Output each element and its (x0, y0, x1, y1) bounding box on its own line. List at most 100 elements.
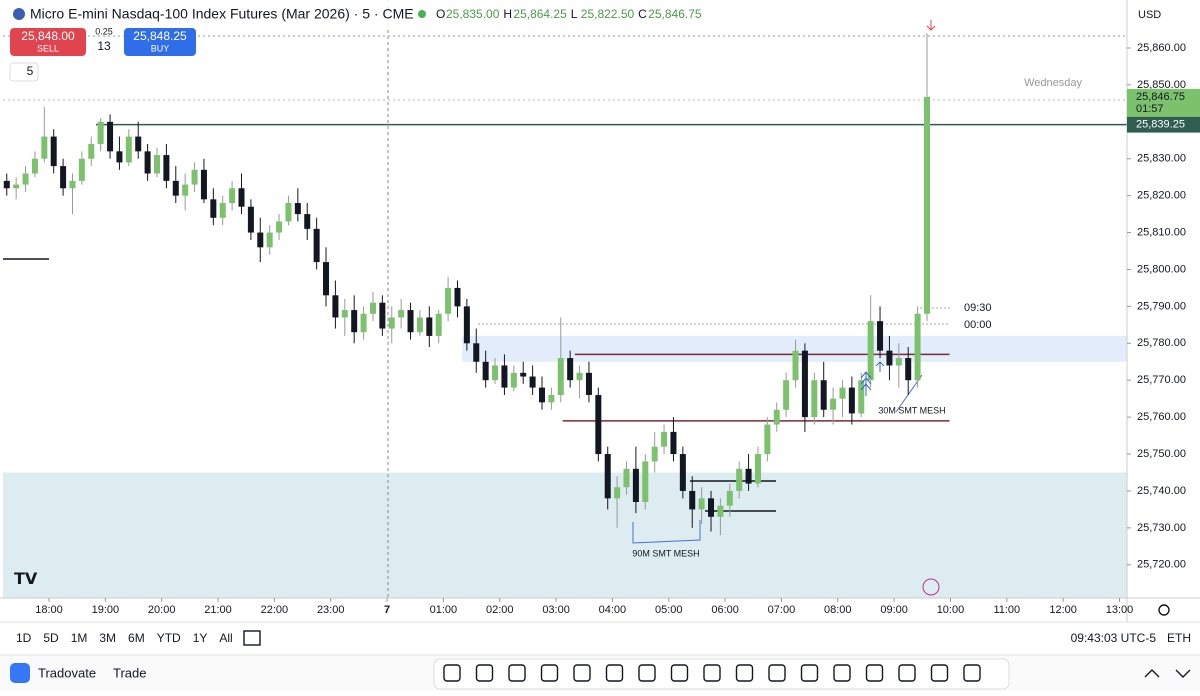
candle-body (567, 358, 574, 381)
window-controls[interactable] (1144, 669, 1191, 678)
range-button[interactable]: 1Y (193, 631, 208, 645)
candle-body (632, 468, 639, 503)
tick-size: 0.25 (95, 26, 113, 36)
drawing-tool[interactable] (703, 664, 721, 682)
ohlc-value: 25,822.50 (581, 7, 635, 21)
y-tick-label: 25,740.00 (1137, 485, 1186, 497)
range-button[interactable]: 6M (128, 631, 145, 645)
drawing-tool[interactable] (768, 664, 786, 682)
y-tick-label: 25,800.00 (1137, 263, 1186, 275)
candle-body (783, 380, 790, 410)
y-tick-label: 25,780.00 (1137, 337, 1186, 349)
buy-label: BUY (151, 43, 170, 53)
x-tick-label: 20:00 (148, 604, 176, 616)
candle-body (839, 387, 846, 399)
logo: 𝗧𝗩 (14, 571, 38, 588)
range-button[interactable]: 1D (16, 631, 32, 645)
range-button[interactable]: 5D (43, 631, 59, 645)
candle-body (341, 310, 348, 318)
drawing-tool[interactable] (670, 664, 689, 682)
candle-body (473, 343, 480, 362)
arrow-icon (926, 20, 936, 31)
candle-body (435, 313, 442, 336)
interval-toggle[interactable] (9, 62, 39, 82)
quantity[interactable]: 13 (97, 39, 111, 53)
annotation: 00:00 (964, 319, 992, 331)
drawing-tool[interactable] (573, 664, 591, 682)
drawing-tool[interactable] (800, 664, 819, 682)
brand-logo (10, 663, 30, 683)
session[interactable]: ETH (1167, 631, 1191, 645)
candle-body (69, 180, 76, 189)
x-tick-label: 10:00 (937, 604, 965, 616)
sell-button[interactable] (10, 28, 86, 56)
buy-price: 25,848.25 (133, 29, 187, 43)
range-button[interactable]: YTD (157, 631, 181, 645)
header-bg (0, 0, 420, 28)
range-button[interactable]: 3M (99, 631, 116, 645)
y-tick-label: 25,810.00 (1137, 226, 1186, 238)
ohlc: O 25,835.00 H 25,864.25 L 25,822.50 C 25,846.75 (436, 7, 702, 21)
drawing-tool[interactable] (638, 664, 656, 682)
candle-body (426, 317, 433, 336)
candle-body (538, 387, 545, 403)
range-button[interactable]: All (219, 631, 232, 645)
x-tick-label: 03:00 (542, 604, 570, 616)
candle-body (463, 306, 470, 344)
candle-body (238, 188, 245, 207)
drawing-tool[interactable] (475, 664, 494, 682)
drawing-tool[interactable] (443, 664, 461, 682)
y-tick-label: 25,750.00 (1137, 448, 1186, 460)
candle-body (585, 372, 592, 395)
candle-body (88, 143, 95, 159)
drawing-tool[interactable] (833, 664, 851, 682)
drawing-tool[interactable] (898, 664, 916, 682)
event-icon[interactable] (922, 578, 940, 596)
candle-body (266, 232, 273, 248)
range-button[interactable]: 1M (71, 631, 88, 645)
candle-body (886, 350, 893, 366)
level-price-box (1127, 116, 1200, 133)
brand: Tradovate (38, 665, 96, 680)
symbol[interactable]: Micro E-mini Nasdaq-100 Index Futures (M… (30, 6, 414, 22)
drawing-tool[interactable] (605, 664, 624, 682)
x-tick-label: 13:00 (1106, 604, 1134, 616)
candle-body (31, 158, 38, 174)
buy-button[interactable] (124, 28, 196, 56)
candle-body (304, 214, 311, 229)
drawing-tool[interactable] (735, 664, 754, 682)
status-dot (418, 10, 426, 18)
candle-body (858, 380, 865, 414)
drawing-tool[interactable] (508, 664, 526, 682)
settings-icon[interactable] (1158, 604, 1170, 616)
ohlc-value: 25,864.25 (513, 7, 567, 21)
x-tick-label: 04:00 (599, 604, 627, 616)
ohlc-key: O (436, 7, 445, 21)
drawing-tool[interactable] (865, 664, 884, 682)
candle-body (257, 232, 264, 248)
ohlc-key: L (571, 7, 578, 21)
candle-body (351, 310, 358, 333)
smt-line (632, 520, 701, 544)
drawing-tool[interactable] (540, 664, 559, 682)
candle-body (726, 490, 733, 506)
candle-body (548, 394, 555, 403)
currency[interactable]: USD (1138, 9, 1161, 21)
candle-body (801, 350, 808, 418)
candle-body (285, 203, 292, 222)
x-tick-label: 02:00 (486, 604, 514, 616)
date-range-icon[interactable] (243, 630, 261, 646)
drawing-tool[interactable] (963, 664, 981, 682)
candle-body (848, 387, 855, 414)
sell-label: SELL (37, 43, 59, 53)
candle-body (276, 221, 283, 233)
candle-body (877, 321, 884, 351)
candle-body (60, 166, 67, 189)
drawing-tool[interactable] (930, 664, 949, 682)
candle-body (764, 424, 771, 455)
candle-body (745, 468, 752, 484)
ohlc-value: 25,835.00 (446, 7, 500, 21)
trade-tab[interactable]: Trade (113, 665, 146, 680)
candle-body (172, 180, 179, 196)
